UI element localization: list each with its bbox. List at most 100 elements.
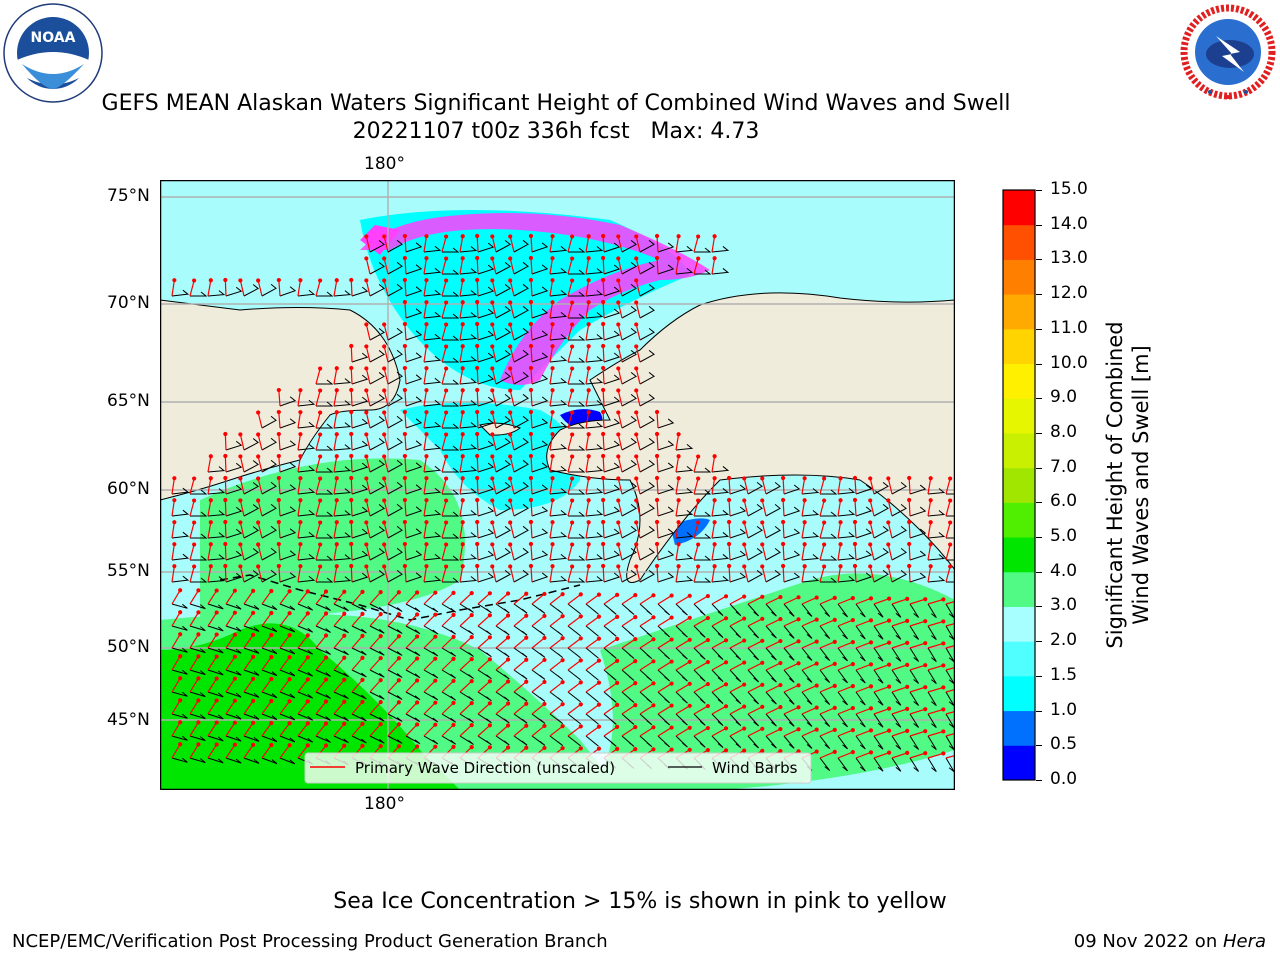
wave-direction-arrowhead — [634, 300, 639, 305]
wave-direction-arrow — [476, 345, 479, 363]
wave-direction-arrow — [513, 615, 527, 627]
wind-barb — [387, 327, 403, 341]
wave-zone-3m-east — [590, 573, 955, 790]
wave-direction-arrow — [405, 680, 418, 693]
wind-barb — [531, 418, 549, 429]
wind-barb — [225, 603, 242, 610]
wave-direction-arrow — [477, 724, 491, 737]
wind-barb — [387, 691, 403, 700]
wave-direction-arrow — [243, 656, 254, 671]
wind-barb — [333, 400, 352, 407]
wave-direction-arrowhead — [760, 660, 765, 665]
wave-direction-arrowhead — [508, 498, 513, 503]
wave-direction-arrowhead — [907, 497, 912, 503]
wave-direction-arrowhead — [868, 596, 874, 601]
wave-direction-arrowhead — [601, 497, 606, 503]
wind-barb — [243, 625, 260, 632]
wave-direction-arrow — [602, 323, 605, 341]
wave-direction-arrow — [441, 636, 454, 649]
land-alaska — [546, 292, 955, 583]
wave-direction-arrowhead — [251, 654, 256, 659]
wave-direction-arrow — [476, 565, 479, 583]
wave-direction-arrow — [585, 434, 590, 451]
wave-direction-arrow — [635, 346, 641, 363]
wind-barb — [405, 735, 421, 745]
wind-barb — [297, 443, 316, 451]
wave-direction-arrowhead — [490, 498, 495, 503]
wind-barb — [351, 286, 369, 297]
wave-direction-arrowhead — [651, 659, 656, 664]
wind-barb — [369, 603, 385, 612]
wave-direction-arrowhead — [586, 454, 591, 459]
wave-direction-arrowhead — [342, 743, 347, 748]
wind-barb — [603, 572, 621, 583]
wave-direction-arrowhead — [712, 520, 717, 525]
wind-barb — [441, 511, 460, 517]
colorbar-segment — [1003, 502, 1035, 538]
wind-barb — [333, 603, 349, 612]
wave-direction-arrow — [621, 616, 636, 627]
wave-direction-arrowhead — [414, 744, 420, 749]
wind-barb — [495, 625, 510, 636]
wave-direction-arrowhead — [528, 563, 534, 569]
wave-direction-arrow — [602, 301, 605, 319]
wind-barb — [765, 625, 777, 639]
wave-direction-arrowhead — [570, 256, 575, 261]
wave-direction-arrow — [531, 659, 545, 671]
wave-direction-arrow — [854, 499, 857, 517]
wave-direction-arrow — [387, 591, 400, 605]
wave-direction-arrow — [602, 235, 605, 253]
wave-direction-arrowhead — [948, 542, 953, 547]
wave-direction-arrowhead — [469, 700, 474, 706]
wave-direction-arrow — [927, 522, 932, 539]
wave-direction-arrowhead — [424, 520, 429, 525]
wave-direction-arrow — [635, 478, 641, 495]
wave-direction-arrowhead — [269, 698, 274, 704]
wave-direction-arrowhead — [424, 432, 429, 437]
wave-direction-arrow — [530, 257, 533, 275]
wave-direction-arrow — [333, 613, 345, 627]
colorbar-label-line2: Wind Waves and Swell [m] — [1129, 345, 1153, 625]
wave-direction-arrow — [530, 279, 533, 297]
wave-direction-arrow — [171, 743, 181, 759]
wave-direction-arrowhead — [469, 656, 474, 662]
wind-barb — [855, 603, 866, 618]
wind-barb — [477, 647, 492, 658]
wind-barb — [459, 603, 474, 613]
wind-barb — [603, 330, 621, 341]
wave-direction-arrowhead — [687, 725, 692, 730]
wind-barb — [567, 577, 586, 583]
wave-direction-arrowhead — [349, 519, 354, 525]
wind-barb — [279, 484, 297, 495]
wind-barb — [711, 576, 730, 583]
wave-direction-arrow — [675, 617, 691, 627]
wind-barb — [657, 484, 675, 495]
wave-direction-arrow — [509, 368, 515, 385]
wave-direction-arrow — [224, 521, 227, 539]
wind-barb — [657, 572, 675, 583]
wave-direction-arrow — [278, 565, 281, 583]
wave-direction-arrowhead — [490, 322, 495, 327]
wind-barb — [657, 462, 675, 473]
wave-direction-arrowhead — [616, 300, 621, 305]
wave-direction-arrow — [243, 612, 254, 627]
wave-direction-arrowhead — [378, 633, 383, 639]
wave-direction-arrow — [765, 618, 781, 627]
wave-direction-arrowhead — [360, 743, 365, 749]
wind-barb — [531, 735, 546, 746]
wind-barb — [459, 554, 478, 561]
wave-direction-arrow — [365, 368, 371, 385]
wave-direction-arrow — [315, 500, 321, 517]
wave-direction-arrow — [530, 565, 533, 583]
wave-direction-arrowhead — [528, 541, 534, 547]
wind-barb — [603, 669, 617, 681]
wave-direction-arrow — [819, 522, 825, 539]
wave-direction-arrow — [189, 478, 195, 495]
wave-direction-arrow — [441, 302, 447, 319]
wave-direction-arrowhead — [560, 724, 565, 729]
wind-barb — [189, 757, 206, 764]
wave-direction-arrow — [711, 639, 727, 649]
wind-barb — [837, 509, 856, 517]
wave-direction-arrowhead — [850, 728, 855, 733]
wave-direction-arrow — [476, 455, 479, 473]
